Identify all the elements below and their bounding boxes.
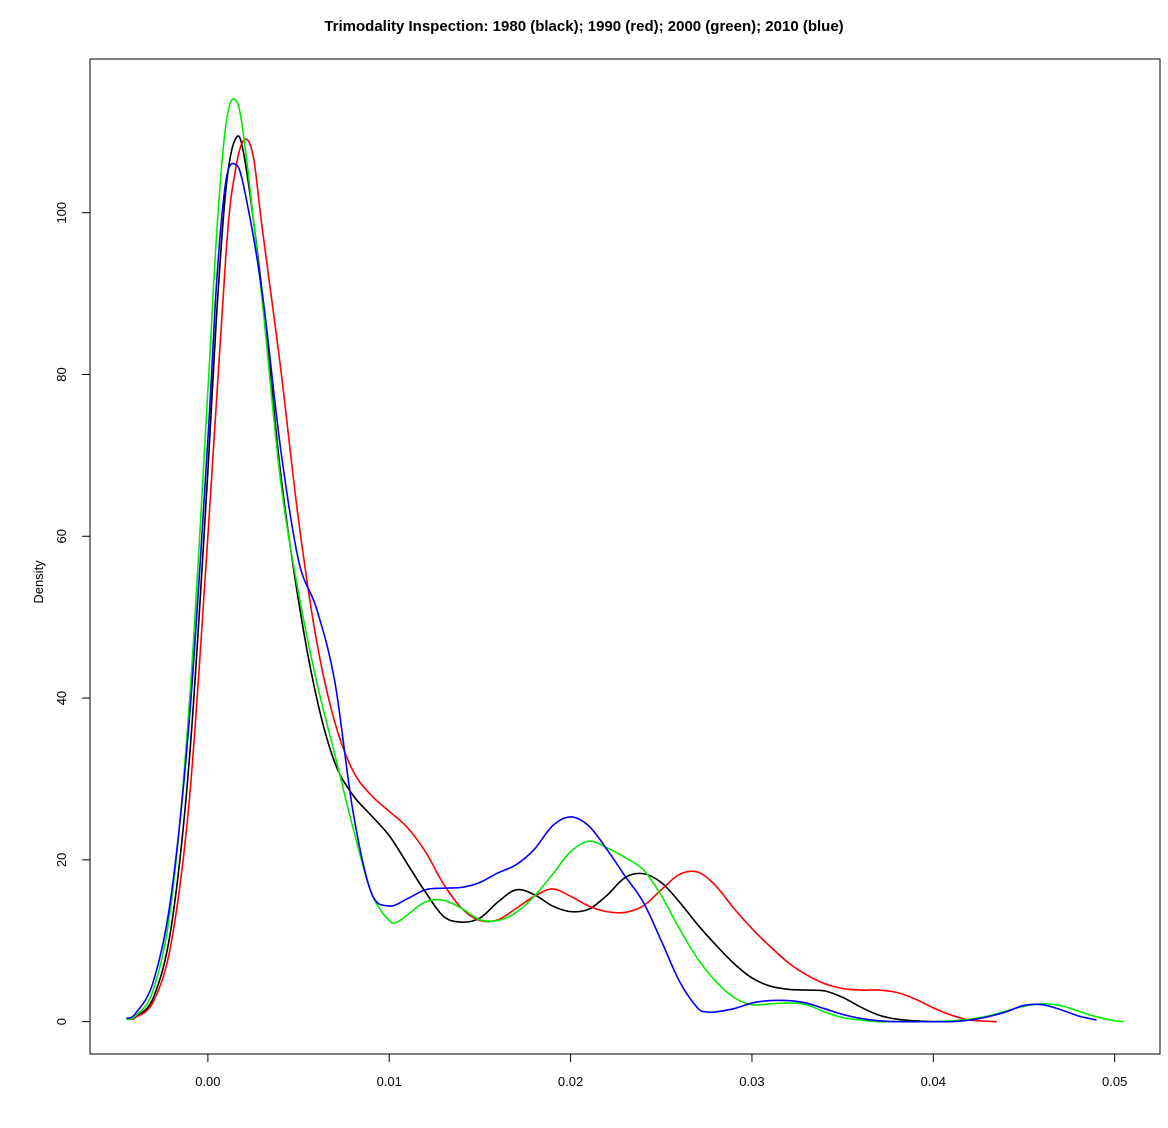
y-axis: 0 20 40 60 80 100 — [54, 202, 90, 1025]
plot-frame — [89, 58, 1161, 1055]
y-tick-label: 40 — [54, 691, 69, 705]
x-tick-label: 0.04 — [921, 1074, 946, 1089]
series-layer — [125, 98, 1124, 1023]
y-axis-label: Density — [31, 560, 46, 604]
x-tick-label: 0.05 — [1102, 1074, 1127, 1089]
x-tick-label: 0.01 — [377, 1074, 402, 1089]
y-tick-label: 80 — [54, 367, 69, 381]
chart-title: Trimodality Inspection: 1980 (black); 19… — [324, 18, 844, 35]
density-line-1 — [129, 135, 934, 1023]
y-tick-label: 20 — [54, 853, 69, 867]
x-tick-label: 0.03 — [739, 1074, 764, 1089]
density-line-3 — [126, 98, 1124, 1023]
density-line-2 — [131, 138, 997, 1023]
y-tick-label: 0 — [54, 1018, 69, 1025]
y-tick-label: 60 — [54, 529, 69, 543]
density-line-4 — [125, 162, 1097, 1023]
x-axis: 0.00 0.01 0.02 0.03 0.04 0.05 — [195, 1054, 1127, 1089]
x-tick-label: 0.02 — [558, 1074, 583, 1089]
y-tick-label: 100 — [54, 202, 69, 224]
x-tick-label: 0.00 — [195, 1074, 220, 1089]
